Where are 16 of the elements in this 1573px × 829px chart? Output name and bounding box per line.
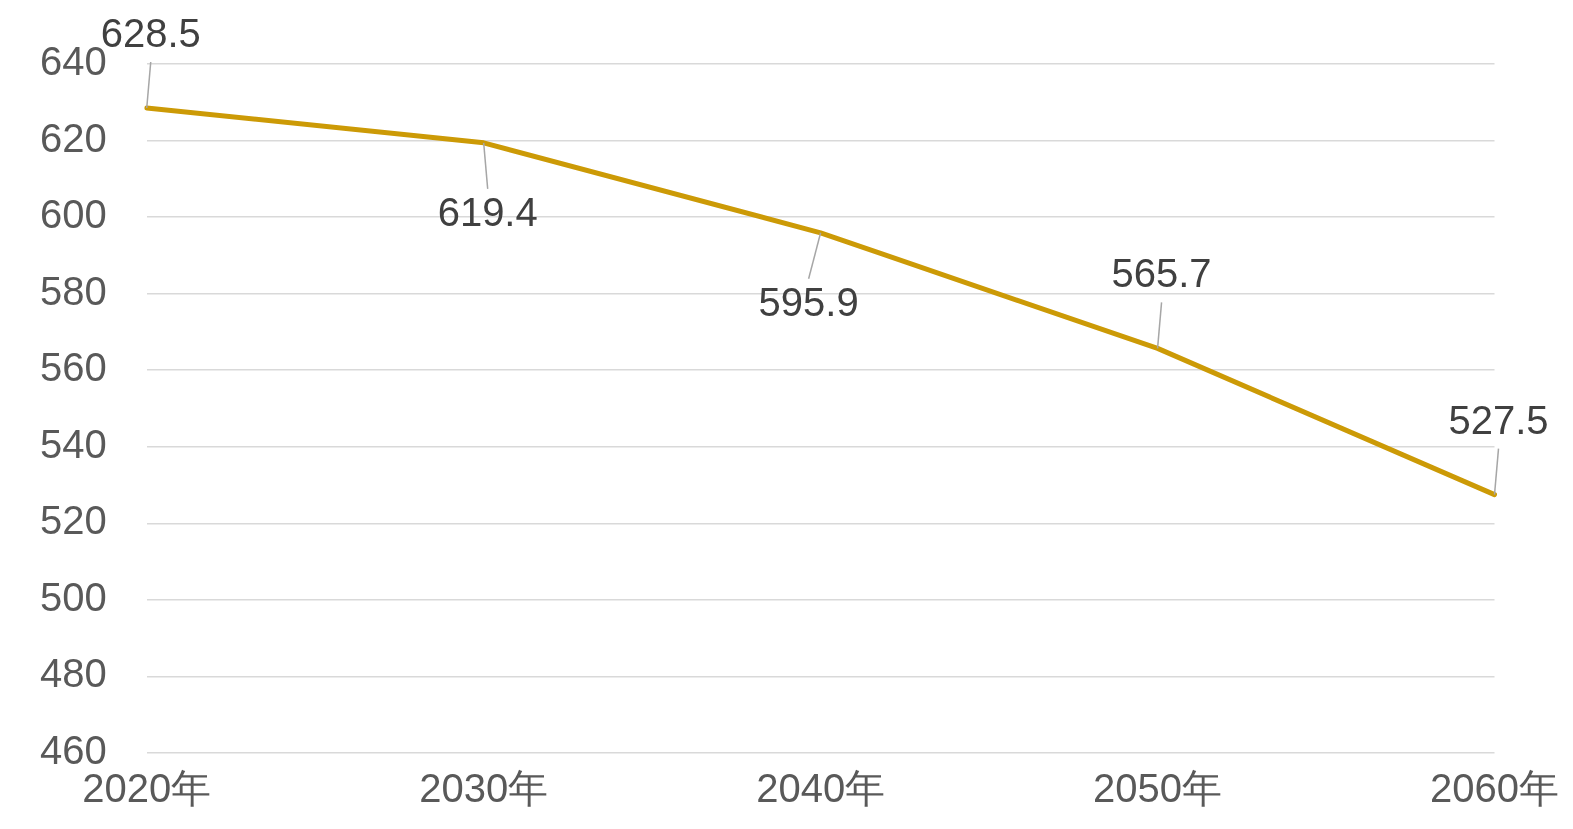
data-label: 595.9	[758, 279, 859, 324]
x-tick-label: 2060年	[1430, 766, 1559, 811]
y-tick-label: 600	[39, 192, 107, 237]
y-tick-label: 480	[39, 651, 107, 696]
y-tick-label: 560	[39, 345, 107, 390]
y-tick-label: 580	[39, 268, 107, 313]
y-tick-label: 620	[39, 115, 107, 160]
x-tick-label: 2030年	[419, 766, 549, 811]
x-tick-label: 2050年	[1093, 766, 1223, 811]
data-label: 565.7	[1111, 251, 1212, 296]
data-label: 527.5	[1448, 397, 1549, 442]
y-tick-label: 540	[39, 421, 107, 466]
y-tick-label: 500	[39, 574, 107, 619]
x-tick-label: 2040年	[756, 766, 886, 811]
data-label: 619.4	[437, 189, 538, 234]
y-tick-label: 520	[39, 498, 107, 543]
